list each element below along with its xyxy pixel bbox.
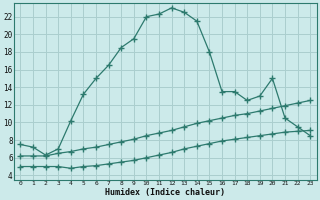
X-axis label: Humidex (Indice chaleur): Humidex (Indice chaleur) bbox=[105, 188, 225, 197]
